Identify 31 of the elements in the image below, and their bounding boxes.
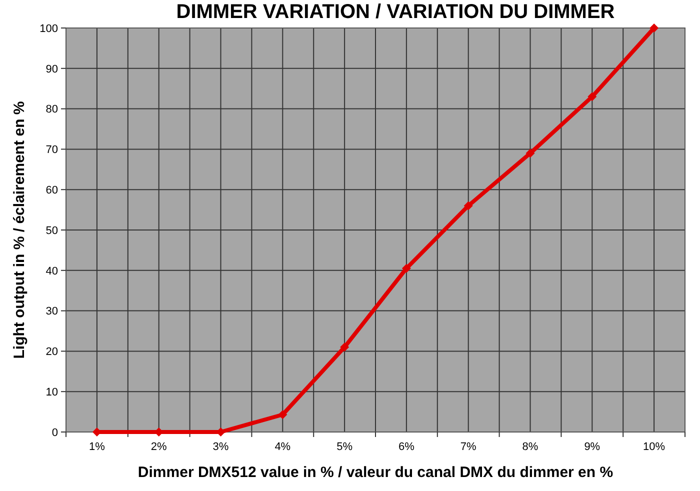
y-axis-title: Light output in % / éclairement en %	[11, 101, 28, 359]
x-tick-label: 3%	[212, 441, 229, 453]
point	[402, 264, 411, 273]
x-tick-label: 1%	[88, 441, 106, 453]
y-tick-label: 70	[46, 144, 58, 156]
point	[340, 342, 350, 352]
y-tick-label: 80	[46, 104, 58, 116]
y-tick-label: 0	[52, 426, 58, 439]
point	[588, 92, 597, 102]
x-tick-label: 2%	[150, 441, 168, 453]
x-tick-label: 8%	[522, 441, 538, 453]
y-tick-label: 30	[46, 306, 58, 318]
x-tick-label: 5%	[336, 441, 353, 453]
x-tick-label: 10%	[643, 441, 666, 453]
y-tick-label: 90	[46, 63, 58, 76]
y-tick-label: 40	[46, 265, 58, 278]
y-tick-label: 10	[46, 386, 58, 398]
y-tick-label: 20	[46, 346, 58, 358]
point	[526, 148, 535, 158]
chart-title: DIMMER VARIATION / VARIATION DU DIMMER	[176, 1, 616, 23]
y-tick-label: 100	[40, 22, 58, 35]
x-tick-label: 6%	[398, 441, 415, 453]
x-tick-label: 4%	[274, 441, 291, 453]
point	[464, 201, 473, 210]
point	[650, 24, 659, 32]
x-tick-label: 9%	[584, 441, 600, 453]
y-tick-label: 50	[46, 224, 58, 237]
point	[278, 410, 288, 420]
x-axis-title: Dimmer DMX512 value in % / valeur du canal DMX du dimmer en %	[138, 464, 614, 481]
y-tick-label: 60	[46, 184, 58, 196]
x-tick-label: 7%	[460, 441, 477, 453]
